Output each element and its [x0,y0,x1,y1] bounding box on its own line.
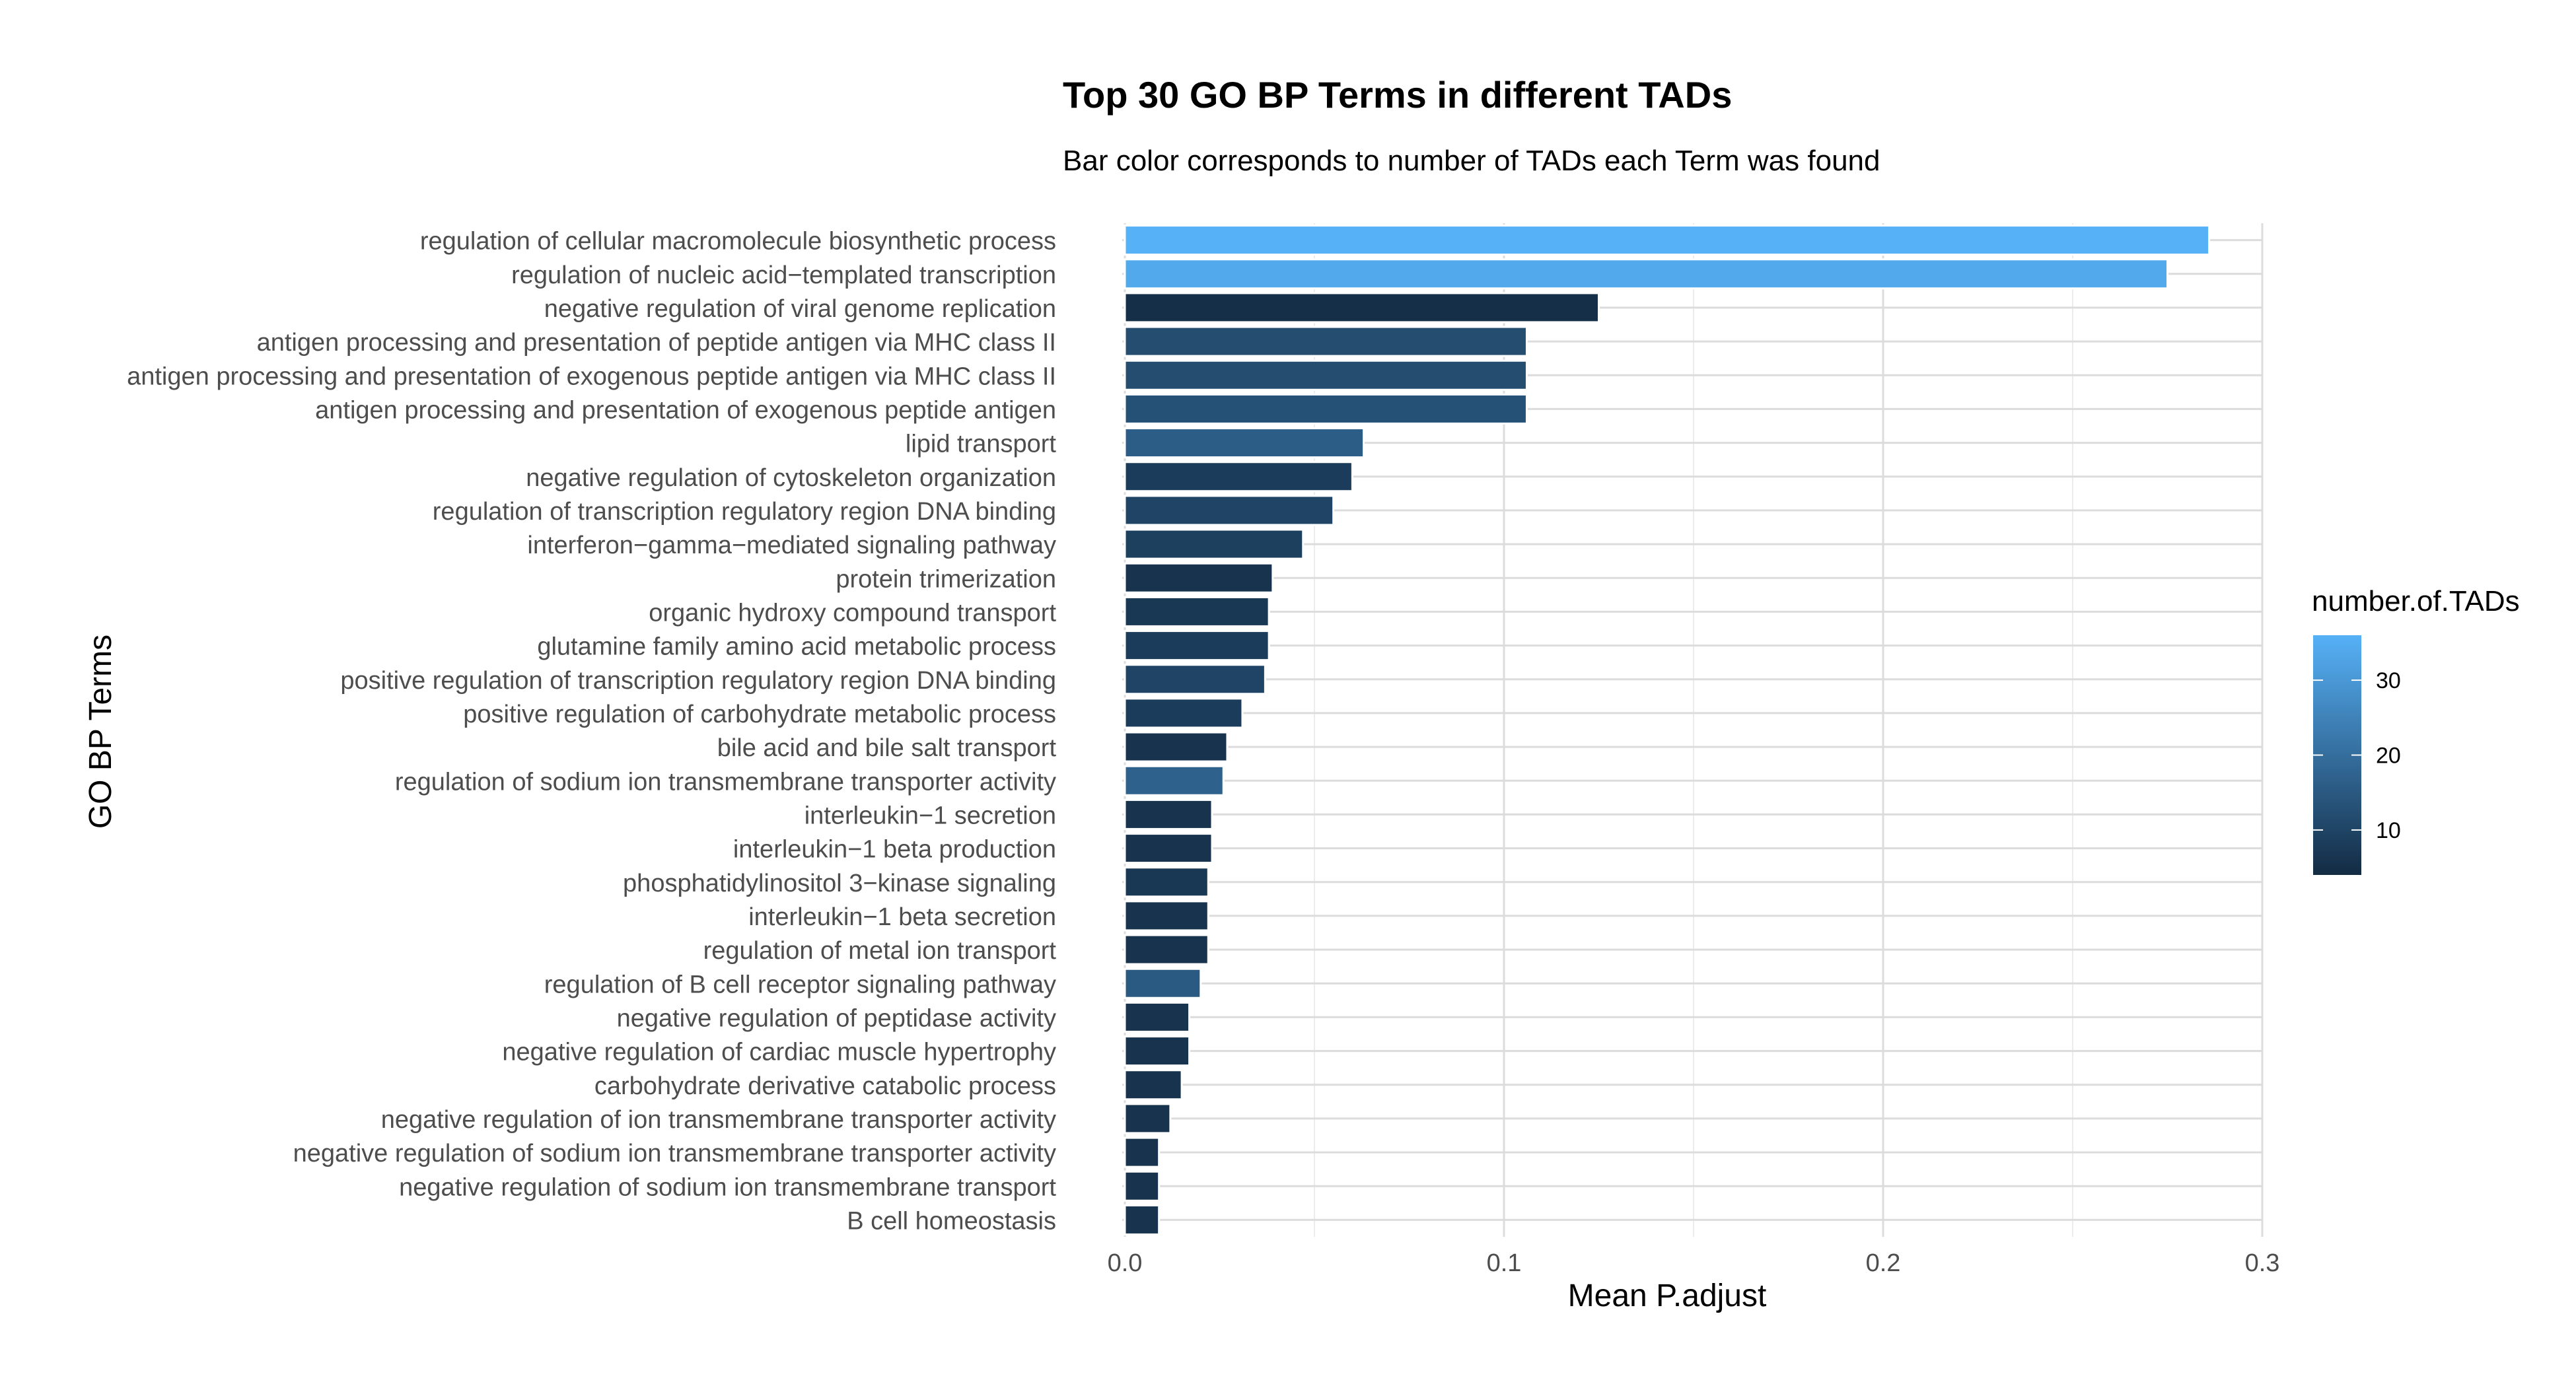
y-tick-label: interleukin−1 beta production [733,836,1056,864]
y-tick-label: regulation of metal ion transport [703,937,1057,965]
x-axis-tick-labels: 0.0 0.1 0.2 0.3 [1108,1249,2280,1277]
y-tick-label: lipid transport [906,431,1057,458]
bar [1124,866,1209,898]
bar [1124,393,1528,425]
bar [1124,461,1353,493]
y-tick-label: organic hydroxy compound transport [649,599,1056,627]
y-tick-label: regulation of cellular macromolecule bio… [420,228,1056,256]
bar [1124,225,2211,256]
y-tick-label: negative regulation of cytoskeleton orga… [526,464,1056,492]
y-tick-label: protein trimerization [836,565,1056,593]
bar [1124,292,1600,324]
y-tick-label: regulation of sodium ion transmembrane t… [395,768,1056,796]
bar [1124,664,1266,695]
y-tick-label: negative regulation of viral genome repl… [544,295,1056,323]
bar [1124,731,1229,763]
bar [1124,1001,1191,1033]
bar [1124,833,1213,864]
chart-subtitle: Bar color corresponds to number of TADs … [1063,145,1880,177]
x-tick-label: 0.2 [1866,1249,1901,1277]
legend-ticks: 10 20 30 [2313,668,2401,843]
x-tick-label: 0.3 [2245,1249,2280,1277]
bar [1124,1103,1172,1134]
y-tick-label: regulation of B cell receptor signaling … [544,971,1056,998]
bar [1124,596,1270,627]
bar [1124,765,1225,796]
y-tick-label: regulation of transcription regulatory r… [433,498,1056,526]
y-tick-label: negative regulation of peptidase activit… [617,1004,1056,1032]
bar [1124,900,1209,932]
y-tick-label: regulation of nucleic acid−templated tra… [511,261,1056,289]
bar [1124,562,1274,594]
bar [1124,1170,1161,1202]
legend-title: number.of.TADs [2312,585,2520,617]
y-tick-label: interferon−gamma−mediated signaling path… [527,532,1056,559]
y-tick-label: antigen processing and presentation of e… [315,396,1056,424]
y-tick-label: antigen processing and presentation of e… [127,363,1056,390]
y-tick-label: negative regulation of cardiac muscle hy… [502,1039,1056,1066]
y-tick-label: antigen processing and presentation of p… [257,329,1056,357]
bar [1124,934,1209,965]
bar [1124,427,1365,459]
y-tick-label: negative regulation of ion transmembrane… [381,1106,1056,1134]
y-tick-label: positive regulation of transcription reg… [340,667,1056,695]
y-axis-labels: regulation of cellular macromolecule bio… [127,228,1056,1235]
y-tick-label: negative regulation of sodium ion transm… [293,1140,1056,1167]
bar [1124,1136,1161,1168]
y-tick-label: carbohydrate derivative catabolic proces… [594,1072,1056,1100]
bar [1124,630,1270,662]
x-tick-label: 0.1 [1487,1249,1522,1277]
bar [1124,495,1335,526]
y-tick-label: glutamine family amino acid metabolic pr… [537,633,1056,661]
y-tick-label: bile acid and bile salt transport [717,734,1057,762]
y-tick-label: positive regulation of carbohydrate meta… [463,701,1056,728]
x-tick-label: 0.0 [1108,1249,1143,1277]
bar [1124,528,1305,560]
y-tick-label: interleukin−1 secretion [805,802,1056,829]
y-tick-label: interleukin−1 beta secretion [748,903,1056,931]
legend-tick-label: 20 [2376,744,2401,769]
legend: number.of.TADs 10 20 30 [2312,585,2520,875]
y-axis-label: GO BP Terms [83,635,118,829]
bar [1124,359,1528,391]
x-axis-label: Mean P.adjust [1568,1278,1767,1313]
bar [1124,967,1202,999]
bar [1124,697,1244,729]
legend-tick-label: 10 [2376,818,2401,843]
bar [1124,798,1213,830]
bar [1124,1035,1191,1067]
bars [1124,225,2211,1235]
y-tick-label: negative regulation of sodium ion transm… [399,1173,1056,1201]
bar [1124,1069,1183,1101]
y-tick-label: phosphatidylinositol 3−kinase signaling [623,870,1056,897]
bar [1124,326,1528,357]
bar [1124,258,2168,290]
chart-title: Top 30 GO BP Terms in different TADs [1063,74,1732,116]
legend-tick-label: 30 [2376,668,2401,693]
y-tick-label: B cell homeostasis [847,1207,1056,1235]
bar [1124,1204,1161,1235]
